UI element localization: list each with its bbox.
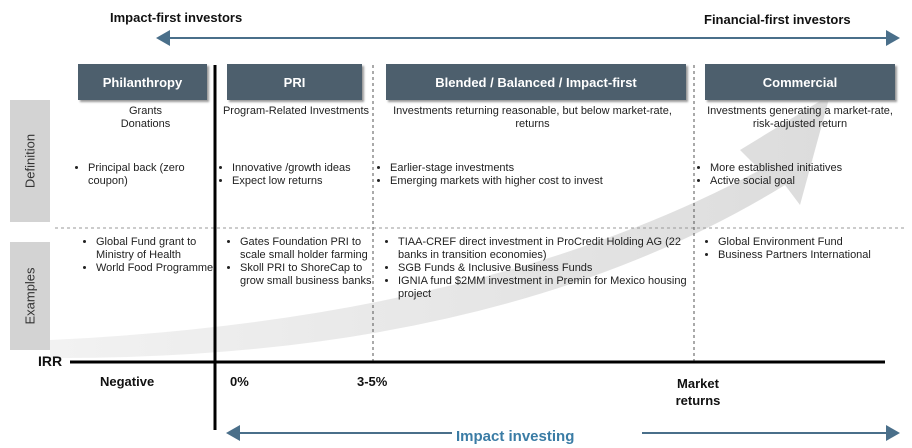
axis-label: IRR — [38, 353, 63, 369]
bullet: Earlier-stage investments — [390, 162, 695, 175]
definition-list: More established initiativesActive socia… — [700, 162, 910, 188]
bullet: Innovative /growth ideas — [232, 162, 380, 175]
column-header: PRI — [227, 64, 362, 100]
side-label: Examples — [22, 267, 38, 325]
example: World Food Programme — [96, 262, 221, 275]
examples-list: Global Environment FundBusiness Partners… — [706, 236, 908, 262]
right-label: Financial-first investors — [704, 12, 851, 27]
example: Skoll PRI to ShoreCap to grow small busi… — [240, 262, 378, 288]
column-header: Blended / Balanced / Impact-first — [386, 64, 686, 100]
left-label: Impact-first investors — [110, 10, 243, 25]
side-box: Definition — [10, 100, 50, 222]
axis-tick: 3-5% — [357, 374, 388, 389]
definition: Grants Donations — [120, 105, 171, 130]
bullet: Expect low returns — [232, 175, 380, 188]
bullet: Active social goal — [710, 175, 910, 188]
bullet: Emerging markets with higher cost to inv… — [390, 175, 695, 188]
examples-list: TIAA-CREF direct investment in ProCredit… — [386, 236, 693, 301]
definition: Investments returning reasonable, but be… — [393, 105, 672, 130]
example: Global Environment Fund — [718, 236, 908, 249]
example: Business Partners International — [718, 249, 908, 262]
example: Gates Foundation PRI to scale small hold… — [240, 236, 378, 262]
column-header: Philanthropy — [78, 64, 207, 100]
axis-tick: Market returns — [675, 376, 721, 408]
bullet: Principal back (zero coupon) — [88, 162, 223, 188]
examples-list: Global Fund grant to Ministry of HealthW… — [84, 236, 221, 275]
example: IGNIA fund $2MM investment in Premin for… — [398, 275, 693, 301]
column-header: Commercial — [705, 64, 895, 100]
definition: Investments generating a market-rate, ri… — [707, 105, 893, 130]
side-box: Examples — [10, 242, 50, 350]
definition-list: Principal back (zero coupon) — [78, 162, 223, 188]
example: TIAA-CREF direct investment in ProCredit… — [398, 236, 693, 262]
definition-list: Innovative /growth ideasExpect low retur… — [222, 162, 380, 188]
background-arrow — [50, 95, 830, 359]
examples-list: Gates Foundation PRI to scale small hold… — [228, 236, 378, 288]
bottom-label: Impact investing — [456, 428, 575, 445]
example: SGB Funds & Inclusive Business Funds — [398, 262, 693, 275]
axis-tick: Negative — [100, 374, 155, 389]
bullet: More established initiatives — [710, 162, 910, 175]
side-label: Definition — [22, 133, 38, 189]
definition-list: Earlier-stage investmentsEmerging market… — [380, 162, 695, 188]
example: Global Fund grant to Ministry of Health — [96, 236, 221, 262]
axis-tick: 0% — [230, 374, 249, 389]
definition: Program-Related Investments — [222, 105, 370, 117]
